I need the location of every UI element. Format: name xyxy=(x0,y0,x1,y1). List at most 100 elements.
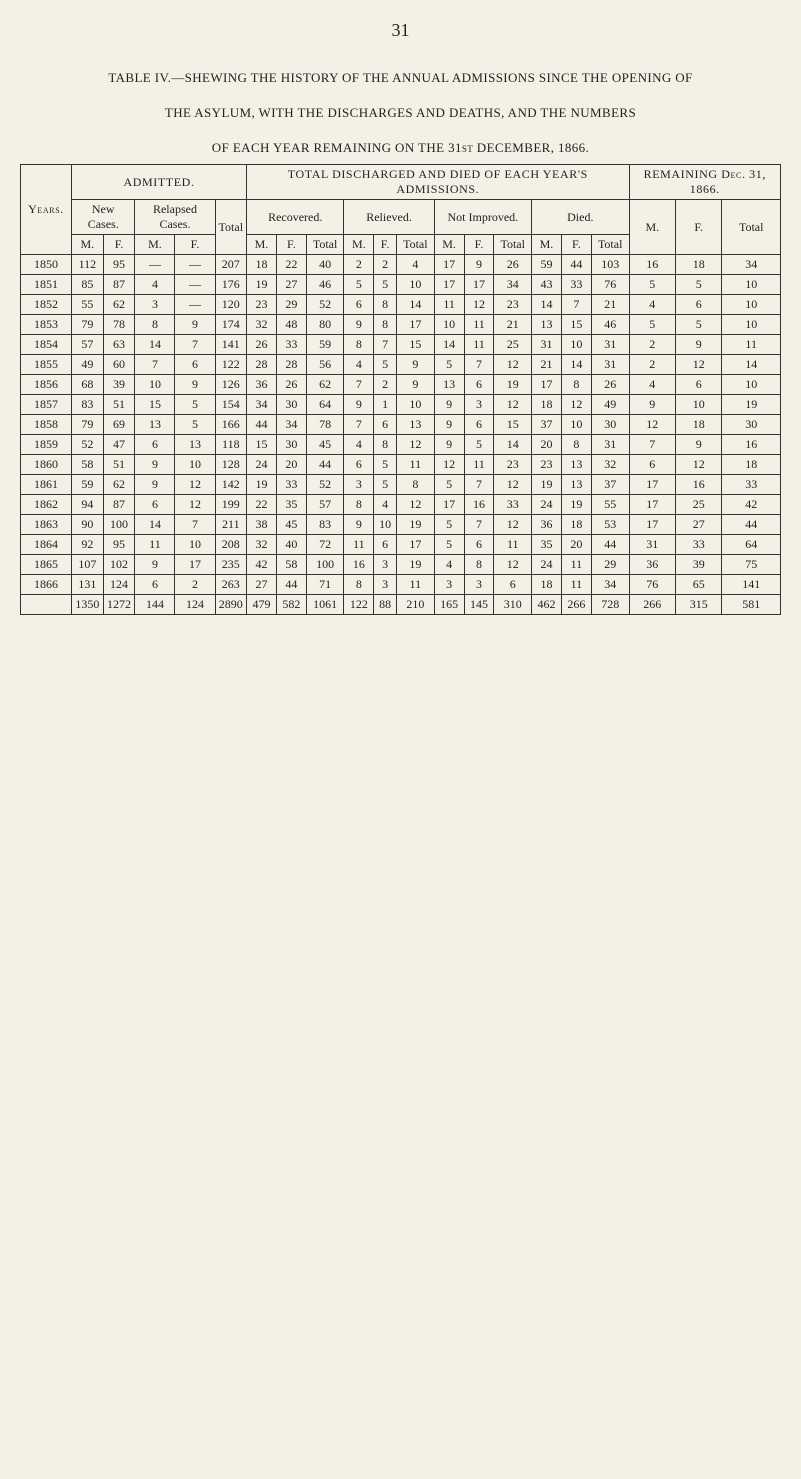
data-cell: 15 xyxy=(135,395,175,415)
table-body: 185011295——20718224022417926594410316183… xyxy=(21,255,781,595)
data-cell: 10 xyxy=(175,455,215,475)
data-cell: 42 xyxy=(722,495,781,515)
group-admitted: ADMITTED. xyxy=(72,165,247,200)
data-cell: 55 xyxy=(72,295,104,315)
data-cell: 8 xyxy=(561,435,591,455)
sub-relieved: Relieved. xyxy=(344,200,434,235)
data-cell: 75 xyxy=(722,555,781,575)
data-cell: 14 xyxy=(135,515,175,535)
data-cell: 13 xyxy=(175,435,215,455)
data-cell: 48 xyxy=(276,315,306,335)
data-cell: 6 xyxy=(676,375,722,395)
data-cell: 16 xyxy=(344,555,374,575)
year-cell: 1863 xyxy=(21,515,72,535)
data-cell: 9 xyxy=(397,375,435,395)
data-cell: 7 xyxy=(561,295,591,315)
data-cell: 76 xyxy=(629,575,675,595)
data-cell: 7 xyxy=(344,375,374,395)
data-cell: 2 xyxy=(374,255,397,275)
year-cell: 1859 xyxy=(21,435,72,455)
data-cell: 52 xyxy=(306,295,344,315)
data-cell: 20 xyxy=(561,535,591,555)
data-cell: 17 xyxy=(464,275,494,295)
data-cell: 19 xyxy=(397,515,435,535)
data-cell: 12 xyxy=(175,495,215,515)
data-cell: 45 xyxy=(276,515,306,535)
data-cell: 19 xyxy=(532,475,562,495)
data-cell: 83 xyxy=(306,515,344,535)
data-cell: 39 xyxy=(103,375,135,395)
data-cell: 45 xyxy=(306,435,344,455)
data-cell: 15 xyxy=(397,335,435,355)
ni-t: Total xyxy=(494,235,532,255)
data-cell: 6 xyxy=(629,455,675,475)
sum-nc-m: 1350 xyxy=(72,595,104,615)
rem-m: M. xyxy=(629,200,675,255)
data-cell: 44 xyxy=(276,575,306,595)
data-cell: 5 xyxy=(374,455,397,475)
data-cell: 4 xyxy=(374,495,397,515)
data-cell: 24 xyxy=(532,555,562,575)
data-cell: 44 xyxy=(722,515,781,535)
totals-label xyxy=(21,595,72,615)
table-row: 185379788917432488098171011211315465510 xyxy=(21,315,781,335)
data-cell: 17 xyxy=(397,535,435,555)
data-cell: — xyxy=(175,295,215,315)
data-cell: 60 xyxy=(103,355,135,375)
data-cell: 36 xyxy=(629,555,675,575)
data-cell: 44 xyxy=(247,415,277,435)
data-cell: 154 xyxy=(215,395,247,415)
data-cell: 17 xyxy=(629,495,675,515)
data-cell: 14 xyxy=(532,295,562,315)
data-cell: 11 xyxy=(397,575,435,595)
data-cell: 26 xyxy=(247,335,277,355)
table-row: 1859524761311815304548129514208317916 xyxy=(21,435,781,455)
data-cell: 24 xyxy=(247,455,277,475)
data-cell: 64 xyxy=(722,535,781,555)
data-cell: 5 xyxy=(434,355,464,375)
data-cell: 18 xyxy=(561,515,591,535)
data-cell: 51 xyxy=(103,455,135,475)
data-cell: 7 xyxy=(464,475,494,495)
data-cell: 29 xyxy=(591,555,629,575)
data-cell: 20 xyxy=(276,455,306,475)
data-cell: 58 xyxy=(72,455,104,475)
data-cell: 44 xyxy=(561,255,591,275)
data-cell: 207 xyxy=(215,255,247,275)
data-cell: 1 xyxy=(374,395,397,415)
data-cell: 69 xyxy=(103,415,135,435)
data-cell: 12 xyxy=(676,455,722,475)
data-cell: 112 xyxy=(72,255,104,275)
data-cell: 8 xyxy=(464,555,494,575)
table-row: 185783511551543430649110931218124991019 xyxy=(21,395,781,415)
rc-t: Total xyxy=(306,235,344,255)
data-cell: 17 xyxy=(629,475,675,495)
sub-new-cases: New Cases. xyxy=(72,200,135,235)
data-cell: 79 xyxy=(72,415,104,435)
table-row: 1862948761219922355784121716332419551725… xyxy=(21,495,781,515)
data-cell: 21 xyxy=(591,295,629,315)
data-cell: 12 xyxy=(494,515,532,535)
data-cell: 62 xyxy=(103,295,135,315)
data-cell: 9 xyxy=(175,375,215,395)
data-cell: 9 xyxy=(629,395,675,415)
sum-rl-m: 144 xyxy=(135,595,175,615)
data-cell: 36 xyxy=(247,375,277,395)
table-row: 1855496076122282856459571221143121214 xyxy=(21,355,781,375)
data-cell: 6 xyxy=(135,435,175,455)
data-cell: 12 xyxy=(494,355,532,375)
nc-m: M. xyxy=(72,235,104,255)
data-cell: 8 xyxy=(397,475,435,495)
data-cell: 6 xyxy=(464,535,494,555)
data-cell: 141 xyxy=(215,335,247,355)
data-cell: 59 xyxy=(306,335,344,355)
data-cell: 13 xyxy=(532,315,562,335)
sub-admitted-total: Total xyxy=(215,200,247,255)
data-cell: 9 xyxy=(135,475,175,495)
data-cell: 10 xyxy=(561,415,591,435)
data-cell: 5 xyxy=(374,275,397,295)
data-cell: 30 xyxy=(722,415,781,435)
data-cell: 4 xyxy=(434,555,464,575)
data-cell: 37 xyxy=(532,415,562,435)
totals-row: 1350 1272 144 124 2890 479 582 1061 122 … xyxy=(21,595,781,615)
